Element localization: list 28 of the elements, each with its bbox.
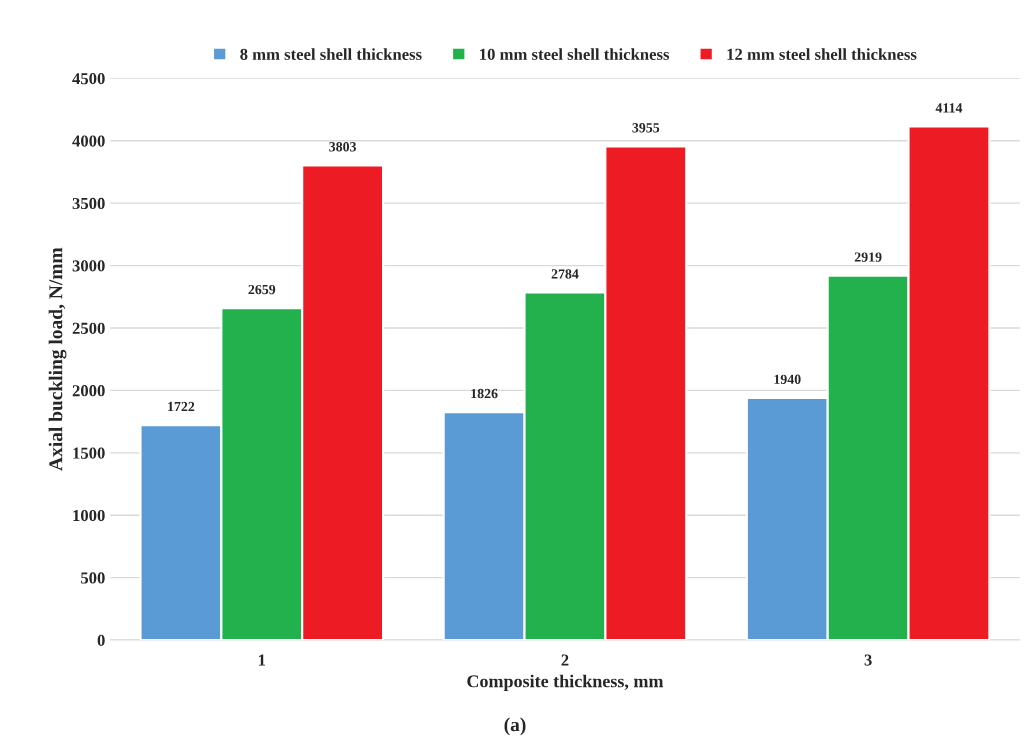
data-label: 4114: [935, 103, 963, 113]
y-tick-label: 500: [81, 572, 105, 584]
legend-label: 8 mm steel shell thickness: [240, 48, 422, 60]
data-label: 1826: [471, 388, 498, 399]
x-tick-label: 1: [258, 654, 266, 666]
y-tick-label: 3000: [72, 260, 105, 272]
x-axis-title: Composite thickness, mm: [467, 674, 664, 691]
y-tick-label: 4000: [72, 135, 105, 147]
legend-label: 10 mm steel shell thickness: [480, 48, 670, 60]
text: (a): [504, 717, 526, 736]
y-tick-label: 0: [97, 634, 105, 647]
y-tick-label: 1500: [73, 447, 105, 459]
y-axis-title: Axial buckling load, N/mm: [48, 247, 67, 471]
legend-label: 12 mm steel shell thickness: [727, 48, 917, 60]
y-tick-label: 4500: [72, 73, 105, 85]
data-label: 2659: [248, 284, 276, 295]
data-label: 2784: [551, 269, 579, 279]
data-label: 1722: [168, 401, 195, 412]
data-label: 3955: [632, 123, 660, 133]
y-tick-label: 3500: [72, 197, 105, 210]
y-tick-label: 2000: [72, 385, 105, 397]
data-label: 1940: [774, 374, 801, 384]
data-label: 2919: [854, 252, 882, 262]
x-tick-label: 3: [864, 654, 872, 666]
y-tick-label: 2500: [72, 322, 105, 334]
x-tick-label: 2: [561, 654, 569, 666]
y-tick-label: 1000: [73, 509, 105, 522]
data-label: 3803: [329, 142, 357, 152]
